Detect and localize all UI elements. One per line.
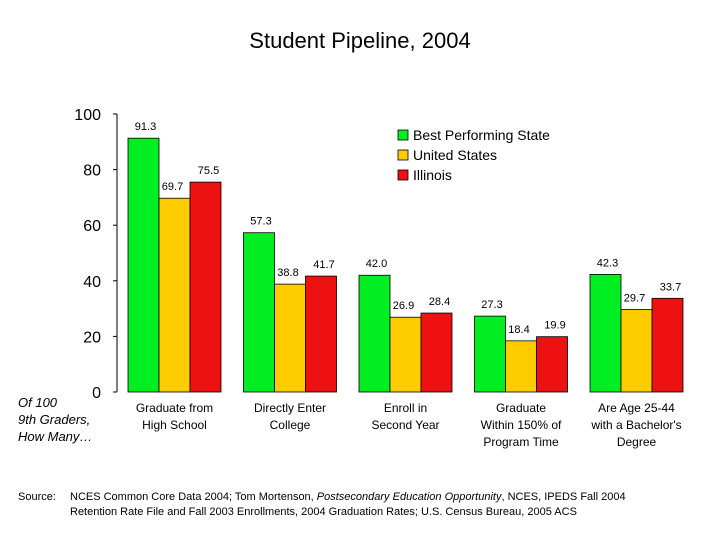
- side-note-line: How Many…: [18, 429, 93, 444]
- value-label: 91.3: [135, 121, 156, 133]
- category-label: Are Age 25-44: [598, 401, 675, 415]
- source-text: , NCES, IPEDS Fall 2004: [501, 491, 626, 503]
- bar: [274, 283, 306, 393]
- category-label: Second Year: [371, 418, 439, 432]
- category-label: Within 150% of: [481, 418, 562, 432]
- source-line-2: Retention Rate File and Fall 2003 Enroll…: [70, 506, 577, 518]
- legend-label: Illinois: [413, 167, 452, 183]
- value-label: 42.0: [366, 258, 387, 270]
- chart-title: Student Pipeline, 2004: [249, 28, 471, 53]
- side-note: Of 100 9th Graders, How Many…: [18, 394, 128, 445]
- value-label: 29.7: [624, 292, 645, 304]
- value-label: 18.4: [508, 324, 529, 336]
- value-label: 19.9: [544, 320, 565, 332]
- category-label: Graduate: [496, 401, 546, 415]
- bar: [420, 312, 453, 393]
- bar: [358, 274, 391, 393]
- source-label: Source:: [18, 491, 56, 503]
- source-note: Source: NCES Common Core Data 2004; Tom …: [18, 490, 708, 520]
- side-note-line: Of 100: [18, 395, 58, 410]
- category-label: Program Time: [483, 435, 559, 449]
- bar: [243, 232, 275, 393]
- legend-label: United States: [413, 147, 497, 163]
- bar: [158, 197, 191, 393]
- legend-swatch: [397, 169, 409, 181]
- bar: [189, 181, 222, 393]
- bar: [651, 297, 684, 393]
- bar: [305, 275, 337, 393]
- y-tick-label: 0: [92, 385, 101, 402]
- category-label: Degree: [617, 435, 657, 449]
- y-tick-label: 40: [83, 274, 101, 291]
- value-label: 27.3: [481, 299, 502, 311]
- value-label: 38.8: [277, 267, 298, 279]
- source-line-1: NCES Common Core Data 2004; Tom Mortenso…: [70, 490, 708, 505]
- source-publication-title: Postsecondary Education Opportunity: [316, 491, 502, 503]
- bar: [620, 309, 653, 393]
- category-label: Enroll in: [384, 401, 427, 415]
- category-label: Graduate from: [136, 401, 213, 415]
- category-label: with a Bachelor's: [590, 418, 681, 432]
- legend-label: Best Performing State: [413, 127, 550, 143]
- bar: [589, 274, 622, 393]
- value-label: 69.7: [162, 181, 183, 193]
- value-label: 42.3: [597, 257, 618, 269]
- bar: [127, 137, 160, 393]
- category-label: High School: [142, 418, 207, 432]
- bar: [536, 336, 568, 393]
- y-tick-label: 80: [83, 163, 101, 180]
- bar: [474, 315, 506, 393]
- y-tick-label: 100: [74, 107, 101, 124]
- bar: [389, 316, 422, 393]
- value-label: 41.7: [313, 259, 334, 271]
- y-tick-label: 60: [83, 218, 101, 235]
- y-tick-label: 20: [83, 329, 101, 346]
- legend-swatch: [397, 149, 409, 161]
- source-body: NCES Common Core Data 2004; Tom Mortenso…: [70, 490, 708, 520]
- category-label: Directly Enter: [254, 401, 326, 415]
- category-label: College: [270, 418, 311, 432]
- bar: [505, 340, 537, 393]
- value-label: 75.5: [198, 165, 219, 177]
- value-label: 57.3: [250, 216, 271, 228]
- legend-swatch: [397, 129, 409, 141]
- value-label: 26.9: [393, 300, 414, 312]
- side-note-line: 9th Graders,: [18, 412, 91, 427]
- source-text: NCES Common Core Data 2004; Tom Mortenso…: [70, 491, 317, 503]
- value-label: 28.4: [429, 296, 450, 308]
- value-label: 33.7: [660, 281, 681, 293]
